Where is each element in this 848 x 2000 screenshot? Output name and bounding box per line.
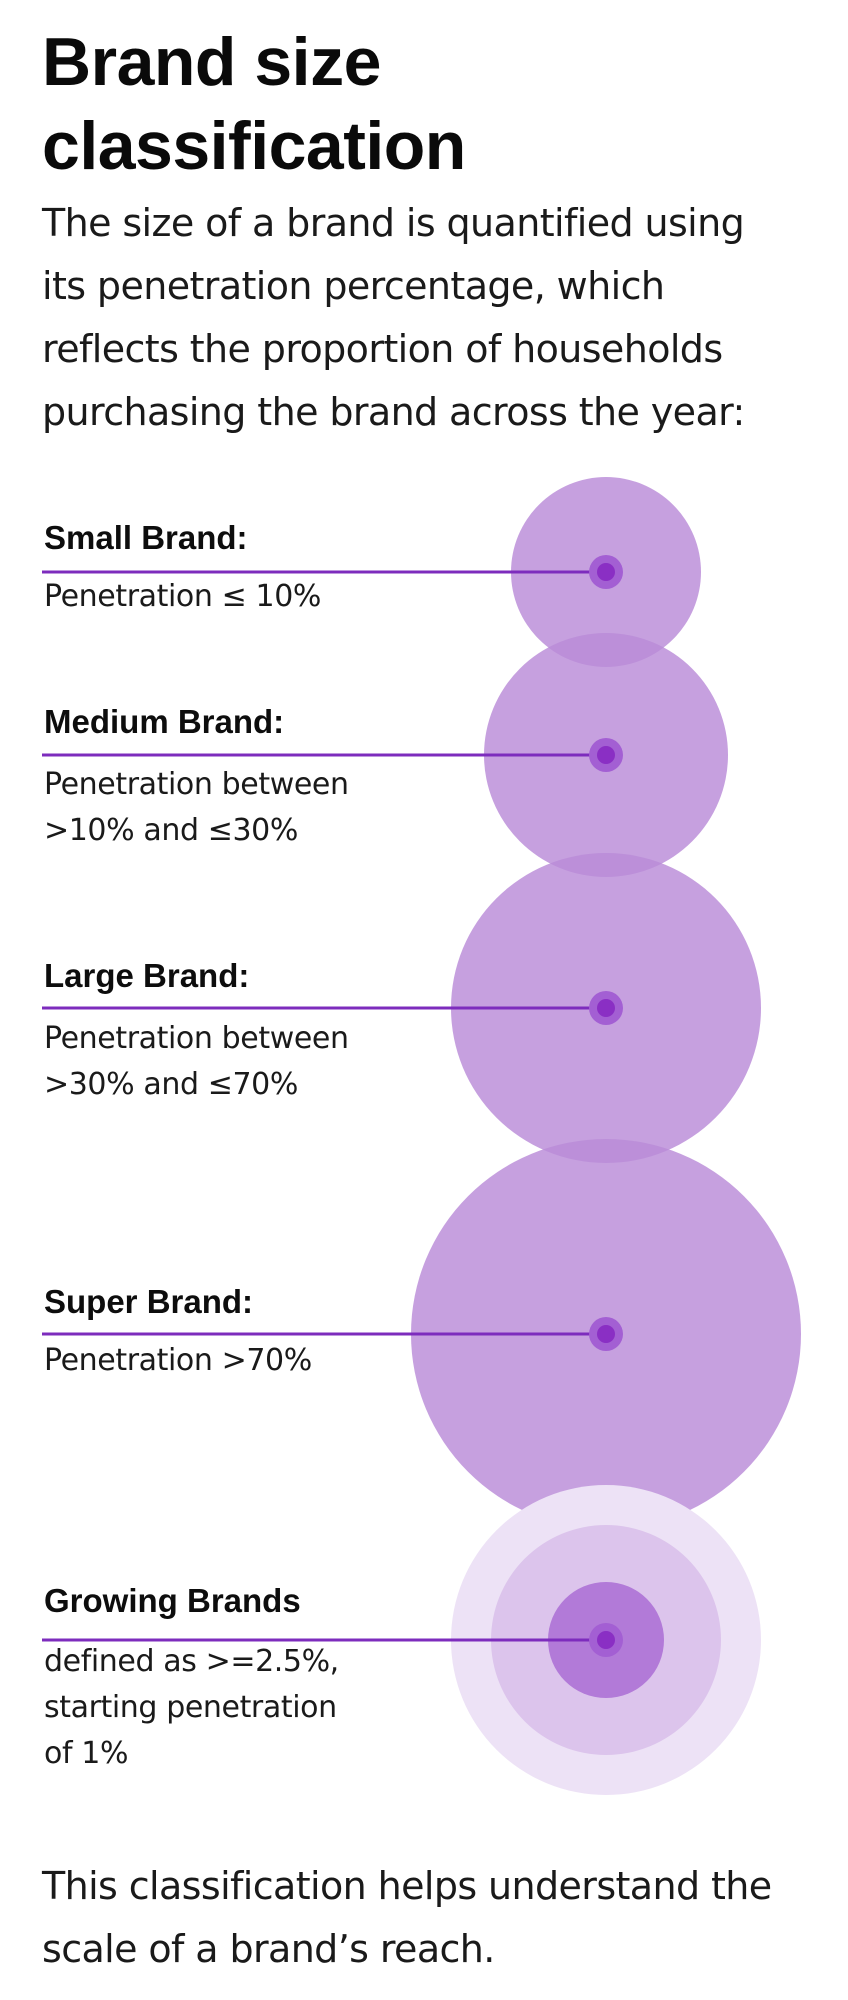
growing-brands-description: defined as >=2.5%, starting penetration … <box>44 1644 339 1771</box>
bubbles <box>411 477 801 1529</box>
large-brand-dot <box>589 991 623 1025</box>
super-brand-name: Super Brand: <box>44 1283 254 1320</box>
growing-inner-circle <box>548 1582 664 1698</box>
medium-brand-description: Penetration between >10% and ≤30% <box>44 767 349 848</box>
center-dots <box>589 555 623 1657</box>
medium-brand-label: Medium Brand: Penetration between >10% a… <box>44 702 404 854</box>
growing-brands-label: Growing Brands defined as >=2.5%, starti… <box>44 1581 404 1777</box>
outro-text: This classification helps understand the… <box>42 1864 772 1971</box>
growing-middle-ring <box>491 1525 721 1755</box>
medium-brand-name: Medium Brand: <box>44 703 285 740</box>
super-brand-bubble <box>411 1139 801 1529</box>
large-brand-bubble <box>451 853 761 1163</box>
growing-brands-bubbles <box>451 1485 761 1795</box>
growing-outer-ring <box>451 1485 761 1795</box>
page-title: Brand size classification <box>42 24 466 184</box>
small-brand-name: Small Brand: <box>44 519 248 556</box>
large-brand-name: Large Brand: <box>44 957 250 994</box>
large-brand-label: Large Brand: Penetration between >30% an… <box>44 956 404 1108</box>
small-brand-description: Penetration ≤ 10% <box>44 579 321 614</box>
super-brand-description: Penetration >70% <box>44 1343 312 1378</box>
intro-text: The size of a brand is quantified using … <box>42 201 745 434</box>
growing-brands-dot <box>589 1623 623 1657</box>
growing-brands-name: Growing Brands <box>44 1582 301 1619</box>
super-brand-label: Super Brand: Penetration >70% <box>44 1282 404 1384</box>
small-brand-bubble <box>511 477 701 667</box>
large-brand-description: Penetration between >30% and ≤70% <box>44 1021 349 1102</box>
super-brand-dot <box>589 1317 623 1351</box>
medium-brand-dot <box>589 738 623 772</box>
small-brand-label: Small Brand: Penetration ≤ 10% <box>44 518 404 620</box>
medium-brand-bubble <box>484 633 728 877</box>
small-brand-dot <box>589 555 623 589</box>
